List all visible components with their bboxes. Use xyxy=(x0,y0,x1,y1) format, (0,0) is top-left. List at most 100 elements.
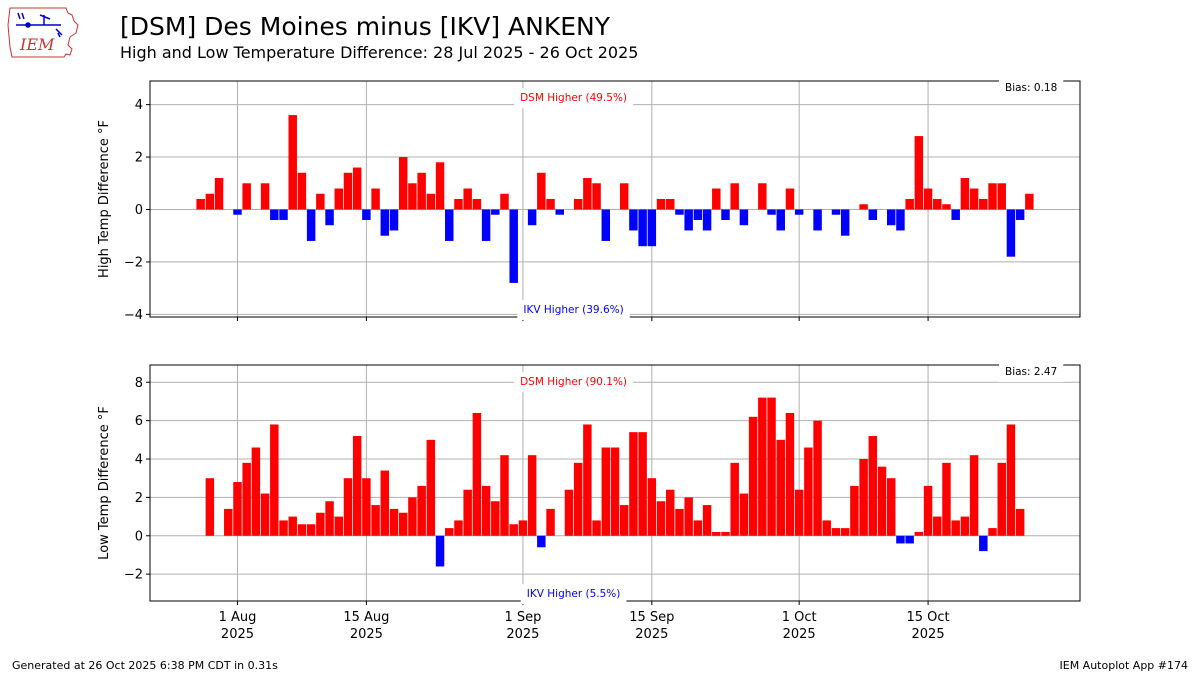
y-axis-label: High Temp Difference °F xyxy=(97,120,112,278)
bar xyxy=(334,516,343,536)
bar xyxy=(730,462,739,536)
bar xyxy=(343,478,353,536)
bar xyxy=(923,485,933,536)
bar xyxy=(288,115,297,210)
bar xyxy=(316,512,325,536)
bar xyxy=(647,478,657,536)
y-tick-label: −2 xyxy=(124,568,143,583)
bar xyxy=(785,188,795,210)
bar xyxy=(260,183,270,210)
bar xyxy=(868,435,878,536)
bar xyxy=(426,193,436,210)
bar xyxy=(196,199,205,210)
bar xyxy=(1006,209,1016,257)
bar xyxy=(362,209,371,220)
bar xyxy=(693,520,703,536)
x-tick-year-label: 2025 xyxy=(221,627,254,642)
x-tick-label: 15 Oct xyxy=(906,610,949,625)
y-tick-label: −2 xyxy=(124,255,143,270)
bar xyxy=(638,432,647,536)
iowa-outline-icon xyxy=(7,7,79,58)
bar xyxy=(509,524,518,536)
bar xyxy=(546,508,555,536)
weather-station-icon xyxy=(16,12,63,38)
bar xyxy=(491,501,500,536)
bar xyxy=(914,136,924,210)
x-tick-label: 15 Aug xyxy=(343,610,389,625)
bar xyxy=(408,497,417,536)
bar xyxy=(684,209,693,231)
bar xyxy=(491,209,500,215)
y-tick-label: 8 xyxy=(135,376,143,391)
y-tick-label: 0 xyxy=(135,529,143,544)
bar xyxy=(840,209,850,236)
bar xyxy=(527,455,537,536)
chart-title: [DSM] Des Moines minus [IKV] ANKENY xyxy=(120,12,611,41)
bar xyxy=(537,172,546,210)
bar xyxy=(767,397,776,536)
y-tick-label: −4 xyxy=(124,308,143,323)
bar xyxy=(794,209,804,215)
bar xyxy=(380,209,390,236)
bar xyxy=(702,209,712,231)
x-tick-label: 1 Aug xyxy=(219,610,257,625)
bar xyxy=(251,447,261,536)
bar xyxy=(638,209,647,247)
bar xyxy=(279,209,288,220)
bar xyxy=(629,209,638,231)
bar xyxy=(288,516,297,536)
bar xyxy=(270,209,279,220)
bar xyxy=(500,455,509,536)
bar xyxy=(804,447,813,536)
bar xyxy=(675,508,684,536)
bar xyxy=(242,462,251,536)
bar xyxy=(969,188,979,210)
bar xyxy=(408,183,417,210)
bar xyxy=(813,209,822,231)
ikv-higher-annotation: IKV Higher (5.5%) xyxy=(527,588,621,600)
bias-annotation: Bias: 2.47 xyxy=(1005,366,1057,378)
bar xyxy=(1015,508,1025,536)
bar xyxy=(583,178,592,210)
logo-text: IEM xyxy=(19,35,55,54)
bar xyxy=(454,520,463,536)
bar xyxy=(877,466,887,536)
bar xyxy=(979,199,988,210)
bar xyxy=(371,188,380,210)
bar xyxy=(776,209,785,231)
bar xyxy=(518,520,528,536)
x-tick-label: 1 Oct xyxy=(782,610,817,625)
bar xyxy=(592,183,601,210)
bar xyxy=(380,470,390,536)
bar xyxy=(573,199,583,210)
bar xyxy=(297,172,307,210)
bar xyxy=(933,516,942,536)
bar xyxy=(721,209,730,220)
bar xyxy=(748,416,758,536)
bar xyxy=(739,493,749,536)
bar xyxy=(417,485,426,536)
bias-annotation: Bias: 0.18 xyxy=(1005,82,1057,94)
chart-subtitle: High and Low Temperature Difference: 28 … xyxy=(120,43,639,62)
bar xyxy=(334,188,343,210)
bar xyxy=(316,193,325,210)
x-tick-year-label: 2025 xyxy=(635,627,668,642)
bar xyxy=(988,183,997,210)
bar xyxy=(233,482,242,536)
bar xyxy=(960,178,970,210)
bar xyxy=(555,209,564,215)
bias-annotation-bg xyxy=(999,78,1064,98)
bar xyxy=(214,178,224,210)
bar xyxy=(224,508,233,536)
bar xyxy=(610,447,620,536)
bar xyxy=(1025,193,1034,210)
dsm-higher-annotation-bg xyxy=(514,372,634,392)
bar xyxy=(914,531,924,536)
bar xyxy=(343,172,353,210)
dsm-higher-annotation: DSM Higher (90.1%) xyxy=(520,376,627,388)
bar xyxy=(887,478,896,536)
bar xyxy=(721,531,730,536)
bar xyxy=(822,520,832,536)
bar xyxy=(647,209,657,247)
